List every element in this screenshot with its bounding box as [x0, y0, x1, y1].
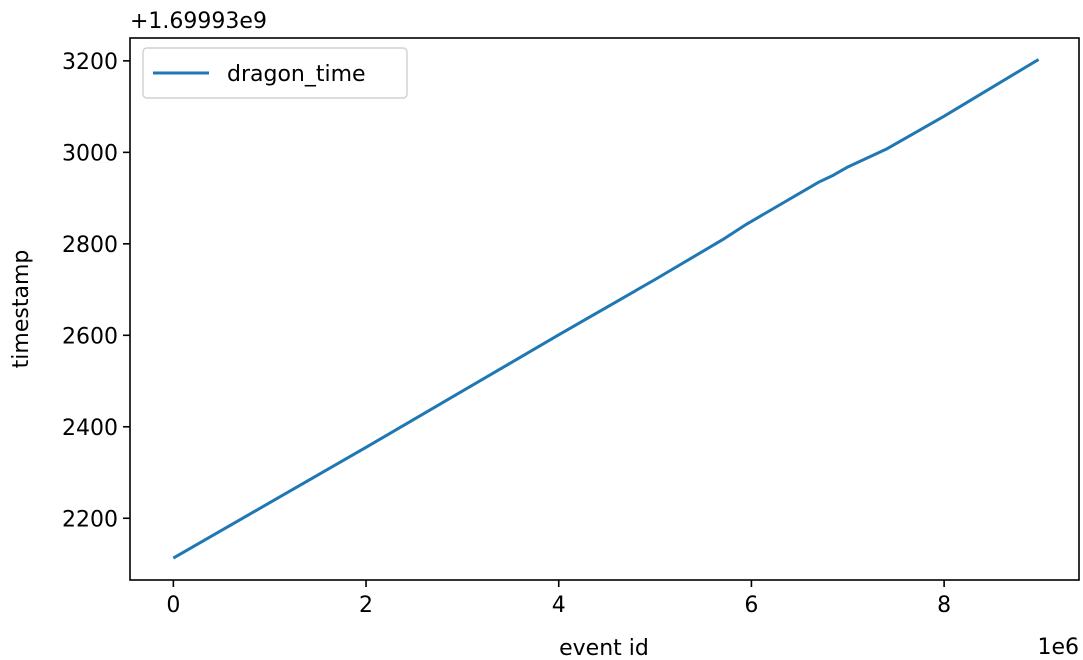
x-tick-label: 2: [359, 593, 373, 618]
y-axis-label: timestamp: [9, 250, 34, 369]
plot-frame: [129, 37, 1080, 581]
x-tick-label: 8: [937, 593, 951, 618]
series-line-dragon-time: [172, 58, 1040, 560]
x-offset-label: 1e6: [1037, 635, 1079, 660]
x-tick-label: 6: [744, 593, 758, 618]
legend-label-dragon-time: dragon_time: [227, 62, 366, 87]
y-tick-label: 2600: [62, 324, 118, 349]
y-tick-label: 2200: [62, 507, 118, 532]
x-tick-label: 4: [552, 593, 566, 618]
legend-box: [142, 47, 408, 99]
y-offset-label: +1.69993e9: [130, 9, 267, 34]
y-tick-label: 2400: [62, 416, 118, 441]
x-axis-label: event id: [559, 636, 649, 660]
y-tick-label: 3000: [62, 141, 118, 166]
y-tick-label: 2800: [62, 233, 118, 258]
legend: dragon_time: [142, 47, 408, 99]
x-tick-label: 0: [166, 593, 180, 618]
y-tick-label: 3200: [62, 50, 118, 75]
